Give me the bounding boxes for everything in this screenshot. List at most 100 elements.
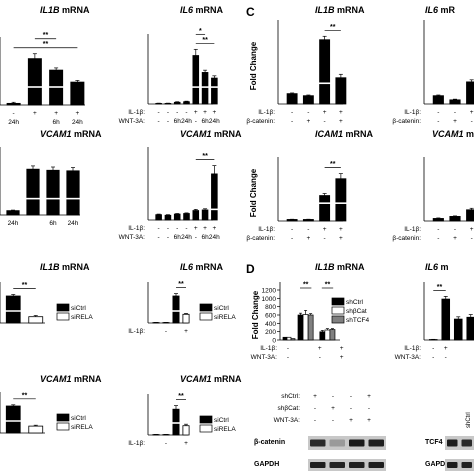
chart-title-suffix: mRNA <box>193 262 224 272</box>
bar <box>28 425 44 434</box>
chart-title: VCAM1 mRNA <box>40 129 102 139</box>
y-tick-label: 800 <box>265 304 276 311</box>
row-value: + <box>340 345 344 352</box>
bar <box>449 216 461 222</box>
blot-row-value: + <box>349 417 353 424</box>
bar <box>155 103 162 105</box>
bar <box>173 101 181 105</box>
row-value: - <box>471 235 473 242</box>
blot-area: shCtrl: + - - + shβCat: - + - - WNT-3A: - - + + β-caten… <box>254 393 474 471</box>
row-label: β-catenin: <box>246 235 275 242</box>
band-label: GAPDH <box>425 461 450 468</box>
row-value: - <box>195 234 197 241</box>
row-value: 6h <box>174 118 182 125</box>
gapdh-band-lane <box>329 462 345 468</box>
row-label: IL-1β: <box>404 109 421 116</box>
blot-row-value: - <box>368 405 370 412</box>
row-value: - <box>158 225 160 232</box>
legend-swatch <box>331 315 345 324</box>
y-axis-label: Fold Change <box>251 290 260 339</box>
legend-swatch <box>56 422 70 431</box>
y-axis-label: Fold Change <box>249 168 258 217</box>
row-value: - <box>176 225 178 232</box>
row-value: 24h <box>181 234 192 241</box>
gapdh2-band-lane <box>447 462 458 468</box>
row-label: β-catenin: <box>246 118 275 125</box>
row-label: β-catenin: <box>392 118 421 125</box>
row-value: + <box>194 109 198 116</box>
chart-2: IL6 mRNA***IL-1β: - - - - + + +WNT-3A: - -6h 24h -6… <box>119 5 224 125</box>
beta-catenin-band-lane <box>368 439 384 447</box>
bar <box>324 329 331 341</box>
blot-row-value: + <box>367 393 371 400</box>
row-value: + <box>203 225 207 232</box>
sig-label: ** <box>303 282 309 289</box>
row-value: - <box>167 118 169 125</box>
row-value: + <box>212 225 216 232</box>
legend-swatch <box>199 303 213 312</box>
row-value: + <box>453 118 457 125</box>
sig-label: * <box>199 28 202 35</box>
chart-title-suffix: mR <box>438 5 456 15</box>
bar <box>192 210 200 221</box>
legend-swatch <box>331 297 345 306</box>
blot-row-value: + <box>367 417 371 424</box>
chart-title-gene: VCAM1 <box>40 129 72 139</box>
bar <box>466 209 474 222</box>
bar <box>172 295 180 324</box>
row-value: - <box>437 109 439 116</box>
legend-label: shTCF4 <box>346 317 370 324</box>
bar <box>182 313 190 324</box>
row-value: - <box>437 235 439 242</box>
beta-catenin-band-lane <box>349 439 365 447</box>
bar <box>46 169 60 216</box>
sig-label: ** <box>202 37 208 44</box>
y-tick-label: 1000 <box>262 296 277 303</box>
row-value: - <box>437 226 439 233</box>
bar <box>192 55 200 105</box>
bar <box>449 99 461 105</box>
row-value: 6h <box>201 118 209 125</box>
bar <box>302 219 314 222</box>
sig-label: ** <box>325 282 331 289</box>
gapdh-band-lane <box>349 462 365 468</box>
bar <box>335 178 347 222</box>
row-value: - <box>432 354 434 361</box>
row-value: + <box>306 118 310 125</box>
sig-label: ** <box>22 392 28 399</box>
row-label: WNT-3A: <box>119 234 146 241</box>
bar <box>290 338 296 341</box>
bar <box>466 316 474 341</box>
chart-title-gene: IL1B <box>40 5 60 15</box>
row-value: - <box>291 235 293 242</box>
row-value: + <box>212 109 216 116</box>
bar <box>201 209 209 221</box>
row-label: IL-1β: <box>128 440 145 447</box>
row-value: - <box>319 354 321 361</box>
blot-row-value: - <box>332 417 334 424</box>
row-value: - <box>195 118 197 125</box>
row-value: - <box>291 109 293 116</box>
blot-row-value: + <box>331 405 335 412</box>
blot-row-value: + <box>313 393 317 400</box>
bar <box>183 213 190 221</box>
row-value: + <box>340 354 344 361</box>
legend-swatch <box>56 413 70 422</box>
chart-14: VCAM1 mRNA ** IL-1β: - + siCtrl siRELA <box>128 374 242 447</box>
blot-row-value: - <box>314 417 316 424</box>
sig-label: ** <box>22 282 28 289</box>
row-label: IL-1β: <box>258 109 275 116</box>
bar <box>211 173 218 221</box>
chart-title-gene: IL6 <box>425 262 439 272</box>
chart-13: VCAM1 mRNA ** siCtrl siRELA <box>0 374 102 434</box>
row-value: - <box>185 225 187 232</box>
sig-label: ** <box>43 41 49 48</box>
row-value: 6h <box>174 234 182 241</box>
row-value: 24h <box>8 220 19 227</box>
row-value: + <box>318 345 322 352</box>
row-label: IL-1β: <box>260 345 277 352</box>
band-label: GAPDH <box>254 461 279 468</box>
tcf4-band-lane <box>447 439 458 447</box>
